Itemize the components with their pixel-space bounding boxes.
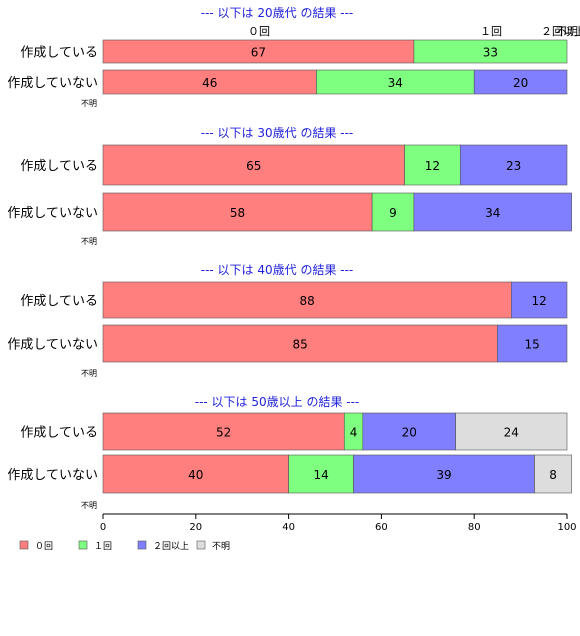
bar-segment	[511, 281, 568, 319]
segment-value-label: 88	[300, 294, 315, 308]
panel-title: --- 以下は 40歳代 の結果 ---	[201, 263, 354, 277]
bar-segment	[404, 144, 461, 186]
bar-segment	[102, 324, 498, 363]
bar-segment	[362, 412, 456, 451]
bar-segment	[371, 192, 415, 232]
unknown-row-label: 不明	[81, 237, 97, 246]
segment-value-label: 20	[402, 426, 417, 440]
unknown-row-label: 不明	[81, 501, 97, 510]
bar-segment	[316, 69, 475, 95]
bar-segment	[497, 324, 568, 363]
row-label: 作成していない	[7, 468, 98, 483]
bar-segment	[473, 69, 568, 95]
segment-value-label: 14	[313, 468, 328, 482]
bar-segment	[455, 412, 568, 451]
x-tick-label: 80	[468, 522, 481, 533]
segment-value-label: 34	[388, 76, 403, 90]
legend-swatch	[78, 540, 88, 550]
row-label: 作成していない	[7, 76, 98, 91]
legend-label: １回	[94, 541, 112, 552]
row-label: 作成している	[20, 426, 98, 441]
segment-value-label: 65	[246, 159, 261, 173]
segment-value-label: 4	[350, 426, 358, 440]
segment-value-label: 12	[425, 159, 440, 173]
segment-value-label: 12	[532, 294, 547, 308]
bar-segment	[102, 192, 373, 232]
segment-value-label: 8	[549, 468, 557, 482]
segment-value-label: 15	[525, 338, 540, 352]
panel-title: --- 以下は 50歳以上 の結果 ---	[195, 395, 360, 409]
segment-value-label: 40	[188, 468, 203, 482]
x-tick-label: 60	[375, 522, 388, 533]
legend-swatch	[196, 540, 206, 550]
segment-value-label: 58	[230, 206, 245, 220]
segment-value-label: 23	[506, 159, 521, 173]
bar-segment	[102, 144, 405, 186]
segment-value-label: 34	[485, 206, 500, 220]
bar-segment	[459, 144, 568, 186]
legend-swatch	[19, 540, 29, 550]
segment-value-label: 24	[504, 426, 519, 440]
segment-value-label: 20	[513, 76, 528, 90]
legend-label: 不明	[212, 541, 230, 552]
segment-value-label: 33	[483, 46, 498, 60]
row-label: 作成している	[20, 294, 98, 309]
panel-title: --- 以下は 20歳代 の結果 ---	[201, 6, 354, 20]
segment-value-label: 9	[389, 206, 397, 220]
bar-segment	[353, 454, 535, 494]
top-category-label: ０回	[248, 25, 270, 38]
segment-value-label: 67	[251, 46, 266, 60]
row-label: 作成している	[20, 159, 98, 174]
row-label: 作成している	[20, 46, 98, 61]
bar-segment	[413, 39, 568, 64]
top-category-label: ２回以上	[541, 25, 580, 38]
x-tick-label: 100	[557, 522, 576, 533]
segment-value-label: 52	[216, 426, 231, 440]
x-tick-label: 0	[100, 522, 106, 533]
legend-label: ０回	[35, 541, 53, 552]
segment-value-label: 39	[436, 468, 451, 482]
bar-segment	[288, 454, 354, 494]
x-tick-label: 20	[189, 522, 202, 533]
x-tick-label: 40	[282, 522, 295, 533]
top-category-label: 不明	[556, 25, 578, 38]
row-label: 作成していない	[7, 338, 98, 353]
unknown-row-label: 不明	[81, 99, 97, 108]
segment-value-label: 85	[293, 338, 308, 352]
unknown-row-label: 不明	[81, 369, 97, 378]
bar-segment	[102, 281, 512, 319]
segment-value-label: 46	[202, 76, 217, 90]
legend-swatch	[137, 540, 147, 550]
bar-segment	[102, 412, 345, 451]
legend-label: ２回以上	[153, 541, 189, 552]
row-label: 作成していない	[7, 206, 98, 221]
top-category-label: １回	[480, 25, 502, 38]
panel-title: --- 以下は 30歳代 の結果 ---	[201, 126, 354, 140]
bar-segment	[413, 192, 572, 232]
bar-segment	[534, 454, 572, 494]
